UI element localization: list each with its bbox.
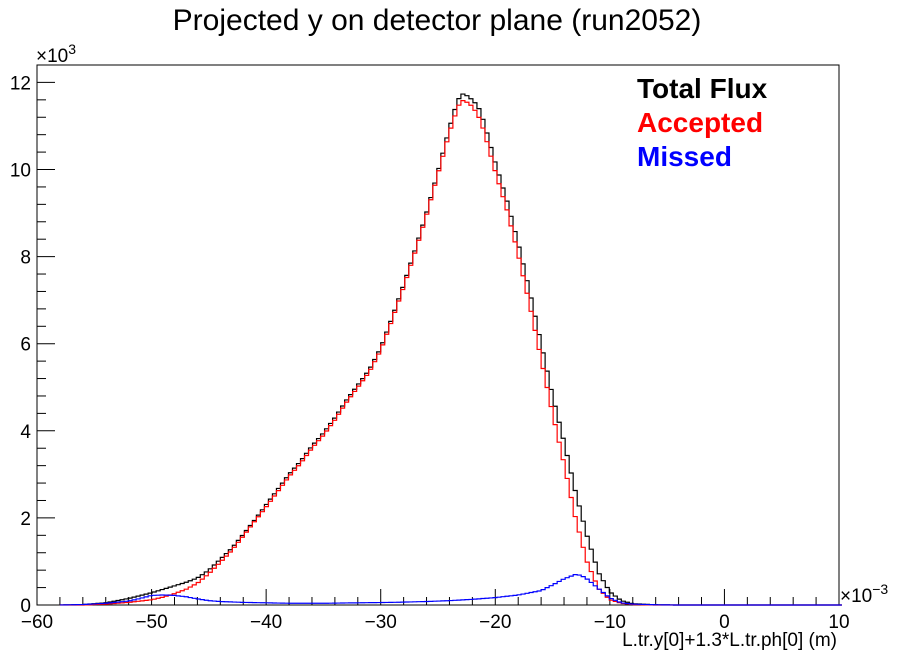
y-tick-label: 10 [10,161,31,182]
x-multiplier-exponent: −3 [872,581,888,597]
y-axis: 0 2 4 6 8 10 12 [10,64,55,617]
plot-frame [36,64,840,606]
x-tick-label: −40 [250,612,282,633]
x-axis: −60 −50 −40 −30 −20 −10 0 10 [21,589,850,633]
x-multiplier-base: ×10 [840,586,872,607]
y-multiplier-exponent: 3 [68,41,76,57]
y-tick-label: 2 [20,509,31,530]
x-tick-label: −10 [594,612,626,633]
x-tick-label: 10 [828,612,849,633]
x-tick-label: −60 [21,612,53,633]
x-tick-label: −20 [479,612,511,633]
y-multiplier: ×103 [36,41,76,67]
y-tick-label: 6 [20,335,31,356]
series-layer [59,93,842,606]
y-tick-label: 0 [20,596,31,617]
y-multiplier-base: ×10 [36,46,68,67]
x-axis-label: L.tr.y[0]+1.3*L.tr.ph[0] (m) [622,630,837,651]
chart-title: Projected y on detector plane (run2052) [173,4,702,37]
x-tick-label: −50 [135,612,167,633]
legend-entry: Total Flux [637,73,768,104]
legend-entry: Accepted [637,107,763,138]
y-tick-label: 4 [20,422,31,443]
svg-text:×103: ×103 [36,41,76,67]
x-tick-label: 0 [719,612,730,633]
legend-entry: Missed [637,141,732,172]
y-tick-label: 12 [10,73,31,94]
x-multiplier: ×10−3 [840,581,888,607]
x-tick-label: −30 [365,612,397,633]
svg-text:×10−3: ×10−3 [840,581,888,607]
series-missed [59,574,842,606]
y-tick-label: 8 [20,248,31,269]
series-accepted [59,100,842,606]
